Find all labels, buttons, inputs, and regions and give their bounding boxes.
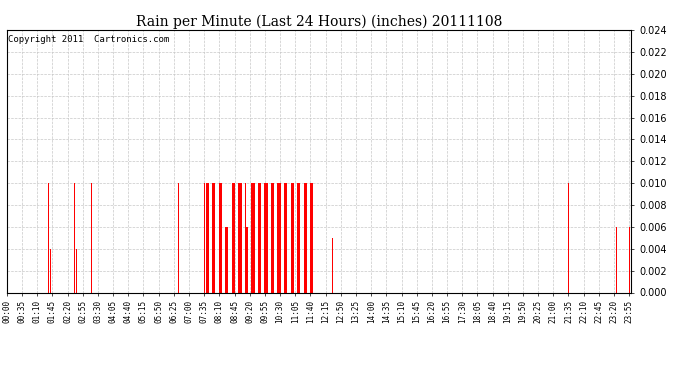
Title: Rain per Minute (Last 24 Hours) (inches) 20111108: Rain per Minute (Last 24 Hours) (inches)… <box>136 15 502 29</box>
Text: Copyright 2011  Cartronics.com: Copyright 2011 Cartronics.com <box>8 35 170 44</box>
